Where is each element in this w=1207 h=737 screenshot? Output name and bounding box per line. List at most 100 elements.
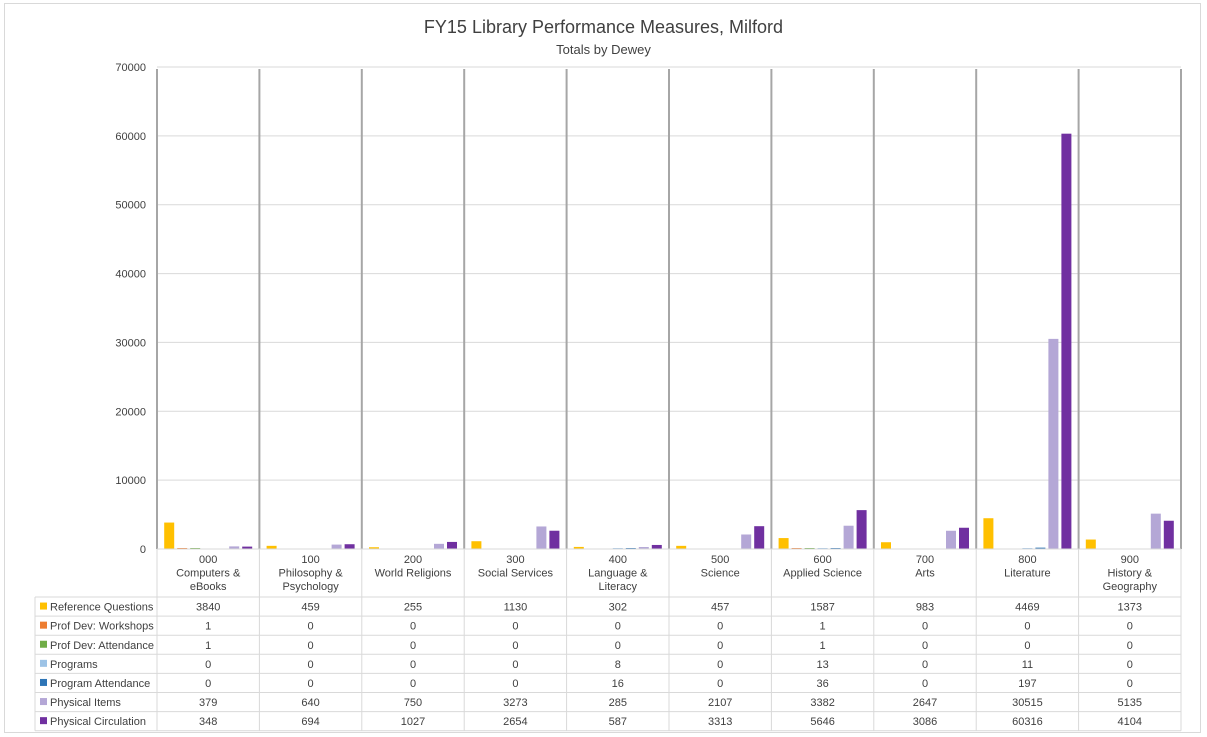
data-table-cell: 348 [199, 716, 217, 728]
data-table-cell: 0 [615, 640, 621, 652]
data-table-cell: 0 [512, 640, 518, 652]
legend-label: Physical Circulation [50, 716, 146, 728]
y-tick-label: 10000 [115, 475, 146, 487]
bar-reference-questions [778, 538, 789, 549]
category-label: Literature [1004, 568, 1050, 580]
data-table-cell: 60316 [1012, 716, 1043, 728]
category-label: 200 [404, 554, 422, 566]
data-table-cell: 0 [1127, 621, 1133, 633]
bar-physical-circulation [651, 544, 662, 549]
data-table-cell: 0 [922, 640, 928, 652]
bar-physical-items [1150, 513, 1161, 549]
category-label: World Religions [375, 568, 452, 580]
data-table-cell: 0 [1024, 621, 1030, 633]
data-table-cell: 0 [512, 659, 518, 671]
bar-physical-circulation [1061, 133, 1072, 549]
category-label: Language & [588, 568, 648, 580]
bar-physical-circulation [549, 530, 560, 549]
data-table-cell: 983 [916, 602, 934, 614]
bar-physical-circulation [344, 544, 355, 549]
bar-physical-items [638, 547, 649, 549]
data-table-cell: 2654 [503, 716, 527, 728]
legend-key [40, 698, 47, 706]
data-table-cell: 0 [717, 678, 723, 690]
legend-label: Reference Questions [50, 602, 154, 614]
bar-reference-questions [471, 541, 482, 549]
data-table-cell: 0 [410, 640, 416, 652]
legend-label: Program Attendance [50, 678, 150, 690]
data-table-cell: 0 [922, 659, 928, 671]
data-table-cell: 3382 [810, 697, 834, 709]
data-table-cell: 3273 [503, 697, 527, 709]
bar-physical-circulation [754, 526, 765, 549]
legend-key [40, 678, 47, 686]
legend-key [40, 659, 47, 667]
data-table-cell: 3086 [913, 716, 937, 728]
category-label: 100 [301, 554, 319, 566]
data-table-cell: 0 [308, 678, 314, 690]
category-label: Social Services [478, 568, 554, 580]
bar-program-attendance [1035, 547, 1046, 549]
y-tick-label: 50000 [115, 200, 146, 212]
data-table-cell: 459 [301, 602, 319, 614]
category-label: Computers & [176, 568, 241, 580]
bar-physical-items [434, 543, 444, 549]
y-tick-label: 30000 [115, 337, 146, 349]
data-table-cell: 0 [1127, 659, 1133, 671]
y-tick-label: 70000 [115, 62, 146, 74]
category-label: 500 [711, 554, 729, 566]
data-table-cell: 379 [199, 697, 217, 709]
legend-key [40, 717, 47, 725]
legend-label: Physical Items [50, 697, 121, 709]
legend-label: Programs [50, 659, 98, 671]
bar-reference-questions [1085, 539, 1096, 549]
data-table-cell: 0 [512, 621, 518, 633]
bar-reference-questions [369, 547, 379, 549]
bar-physical-circulation [242, 546, 253, 549]
data-table-cell: 0 [410, 659, 416, 671]
data-table-cell: 1027 [401, 716, 425, 728]
data-table-cell: 0 [308, 659, 314, 671]
bar-physical-circulation [1163, 520, 1174, 549]
data-table-cell: 285 [609, 697, 627, 709]
data-table-cell: 0 [410, 621, 416, 633]
category-label: 700 [916, 554, 934, 566]
legend-key [40, 640, 47, 648]
bar-physical-items [741, 534, 752, 549]
data-table-cell: 16 [612, 678, 624, 690]
category-label: Philosophy & [278, 568, 343, 580]
data-table-cell: 0 [1024, 640, 1030, 652]
data-table-cell: 0 [922, 678, 928, 690]
data-table-cell: 0 [308, 621, 314, 633]
data-table-cell: 0 [1127, 640, 1133, 652]
data-table-cell: 3840 [196, 602, 220, 614]
bar-reference-questions [676, 545, 687, 549]
data-table-cell: 0 [1127, 678, 1133, 690]
data-table-cell: 0 [922, 621, 928, 633]
y-tick-label: 20000 [115, 406, 146, 418]
data-table-cell: 5135 [1118, 697, 1142, 709]
category-label: 600 [813, 554, 831, 566]
category-label: Psychology [282, 581, 339, 593]
bar-physical-items [536, 526, 547, 549]
data-table-cell: 0 [308, 640, 314, 652]
data-table-cell: 2647 [913, 697, 937, 709]
y-tick-label: 0 [140, 544, 146, 556]
bar-reference-questions [983, 518, 994, 549]
data-table-cell: 457 [711, 602, 729, 614]
data-table-cell: 1 [820, 640, 826, 652]
category-label: Geography [1103, 581, 1158, 593]
category-label: eBooks [190, 581, 227, 593]
bar-reference-questions [881, 542, 891, 549]
data-table-cell: 1 [205, 621, 211, 633]
category-label: 300 [506, 554, 524, 566]
data-table-cell: 0 [717, 621, 723, 633]
data-table-cell: 750 [404, 697, 422, 709]
category-label: 900 [1121, 554, 1139, 566]
data-table-cell: 587 [609, 716, 627, 728]
category-label: 000 [199, 554, 217, 566]
category-label: 800 [1018, 554, 1036, 566]
y-tick-label: 60000 [115, 131, 146, 143]
chart-subtitle: Totals by Dewey [556, 42, 651, 57]
